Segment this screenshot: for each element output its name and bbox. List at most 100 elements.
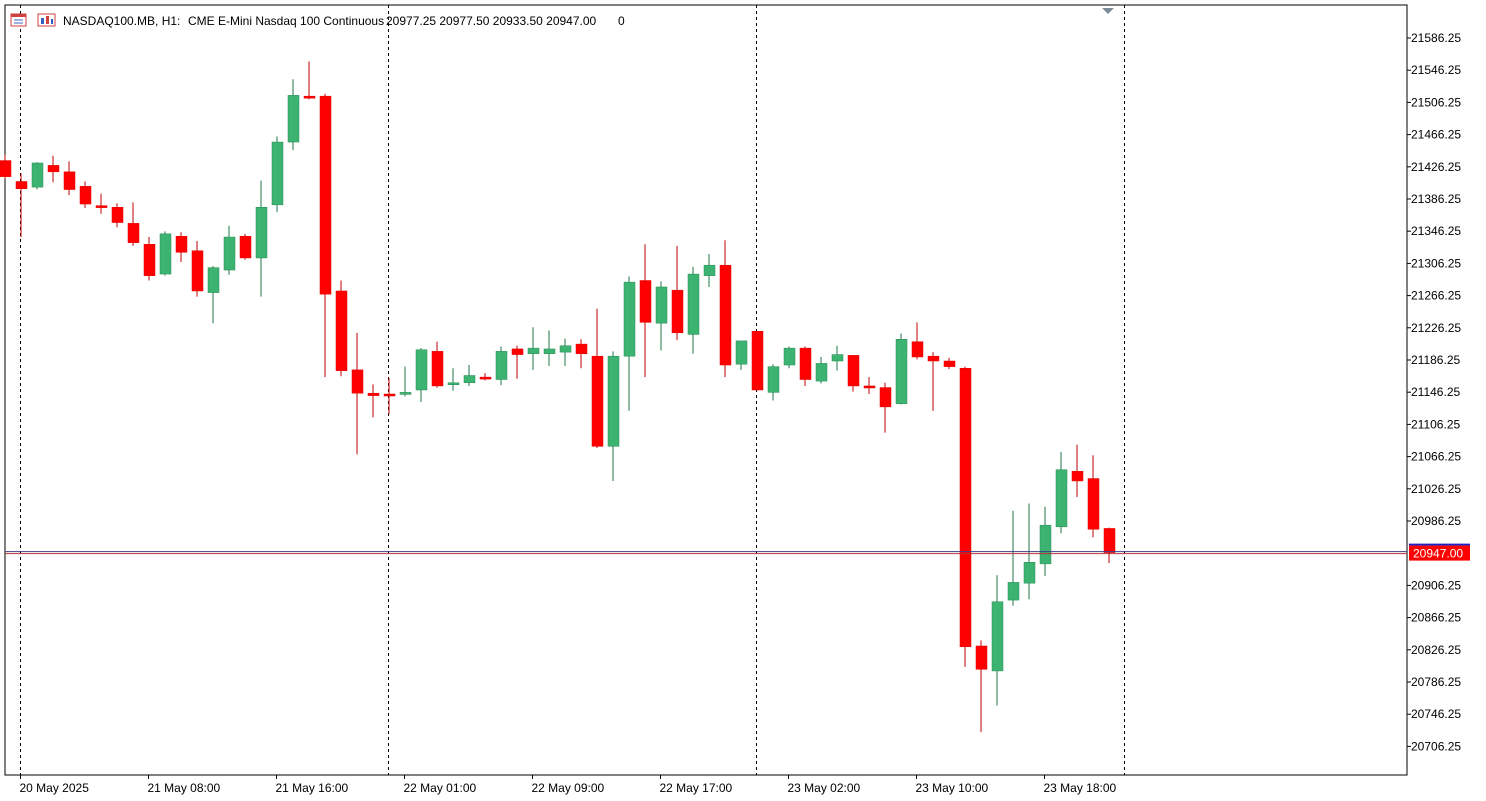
candle — [399, 366, 412, 397]
candle — [863, 377, 876, 395]
time-tick-label: 22 May 17:00 — [660, 781, 733, 795]
shift-marker-icon[interactable] — [1102, 8, 1114, 14]
candle — [879, 382, 892, 433]
chart-list-icon[interactable] — [10, 13, 27, 27]
price-tick-label: 20986.25 — [1411, 514, 1461, 528]
candle — [703, 253, 716, 287]
candle — [655, 281, 668, 351]
candle-body — [271, 141, 284, 206]
candle — [607, 351, 620, 481]
candle-body — [303, 95, 316, 99]
candle — [223, 225, 236, 275]
candle — [175, 232, 188, 262]
candle-body — [799, 347, 812, 380]
plot-frame — [4, 4, 1408, 776]
candle — [639, 244, 652, 378]
candle-body — [63, 171, 76, 190]
candle-body — [975, 645, 988, 670]
candle — [1071, 444, 1084, 498]
candle-body — [447, 382, 460, 385]
ohlc-values: 20977.25 20977.50 20933.50 20947.00 — [386, 14, 597, 28]
price-tick-label: 21066.25 — [1411, 450, 1461, 464]
candle-body — [367, 392, 380, 396]
candle-body — [911, 341, 924, 358]
candle — [415, 348, 428, 403]
candle — [159, 231, 172, 276]
price-tag-background — [1409, 545, 1470, 561]
price-tick-label: 21506.25 — [1411, 95, 1461, 109]
candle-body — [159, 233, 172, 275]
price-axis[interactable]: 21586.25 21546.25 21506.25 21466.25 21426.25… — [1407, 31, 1461, 753]
candle — [847, 355, 860, 392]
candle — [735, 340, 748, 370]
candle — [527, 327, 540, 370]
candle-body — [719, 264, 732, 366]
candle — [1055, 451, 1068, 534]
candle-body — [639, 280, 652, 323]
candle-body — [527, 347, 540, 355]
candle-body — [0, 160, 12, 177]
candle — [463, 365, 476, 386]
candle — [207, 266, 220, 324]
candle — [559, 338, 572, 366]
candle-body — [463, 375, 476, 383]
candle — [1103, 527, 1116, 564]
time-axis[interactable]: 20 May 2025 21 May 08:00 21 May 16:00 22 Ma… — [20, 775, 1117, 795]
candle-body — [479, 376, 492, 380]
candle-body — [991, 601, 1004, 672]
candle-body — [15, 181, 28, 189]
candle — [767, 364, 780, 401]
candle-body — [175, 235, 188, 253]
candle — [431, 341, 444, 388]
candle — [239, 233, 252, 260]
candle — [911, 322, 924, 360]
candle — [1087, 455, 1100, 538]
candle-body — [1103, 528, 1116, 553]
volume-value: 0 — [618, 14, 625, 28]
chart-window-icon[interactable] — [37, 13, 56, 27]
candle — [943, 357, 956, 370]
candle-body — [207, 267, 220, 293]
candle-body — [623, 281, 636, 357]
candle — [799, 346, 812, 386]
candle-body — [1023, 562, 1036, 584]
candle — [15, 173, 28, 238]
candle-body — [1087, 478, 1100, 530]
time-tick-label: 23 May 02:00 — [788, 781, 861, 795]
candle — [991, 575, 1004, 706]
current-price-lines — [5, 543, 1470, 555]
candle — [31, 162, 44, 190]
candle — [591, 308, 604, 448]
candle-body — [31, 162, 44, 188]
candle — [783, 346, 796, 369]
candle-body — [671, 289, 684, 334]
price-tick-label: 20706.25 — [1411, 739, 1461, 753]
candle — [927, 352, 940, 411]
candles — [0, 61, 1116, 733]
price-tag-value: 20947.00 — [1413, 547, 1463, 561]
candle — [1039, 506, 1052, 576]
candle — [367, 384, 380, 418]
candle-body — [223, 236, 236, 271]
candle-body — [255, 207, 268, 259]
plot-area[interactable] — [4, 4, 1408, 776]
candle — [271, 136, 284, 213]
candle-body — [767, 366, 780, 393]
candle — [671, 245, 684, 341]
price-tick-label: 20906.25 — [1411, 578, 1461, 592]
price-tick-label: 21586.25 — [1411, 31, 1461, 45]
candle-body — [1007, 582, 1020, 601]
price-tick-label: 21266.25 — [1411, 289, 1461, 303]
candle-body — [415, 349, 428, 391]
candle — [895, 333, 908, 405]
price-tick-label: 20746.25 — [1411, 707, 1461, 721]
price-tick-label: 21466.25 — [1411, 128, 1461, 142]
candle — [127, 202, 140, 246]
candle — [479, 373, 492, 381]
candle — [0, 154, 12, 180]
candle — [351, 332, 364, 455]
candle-body — [543, 348, 556, 355]
candle — [303, 61, 316, 100]
candle-body — [399, 392, 412, 395]
